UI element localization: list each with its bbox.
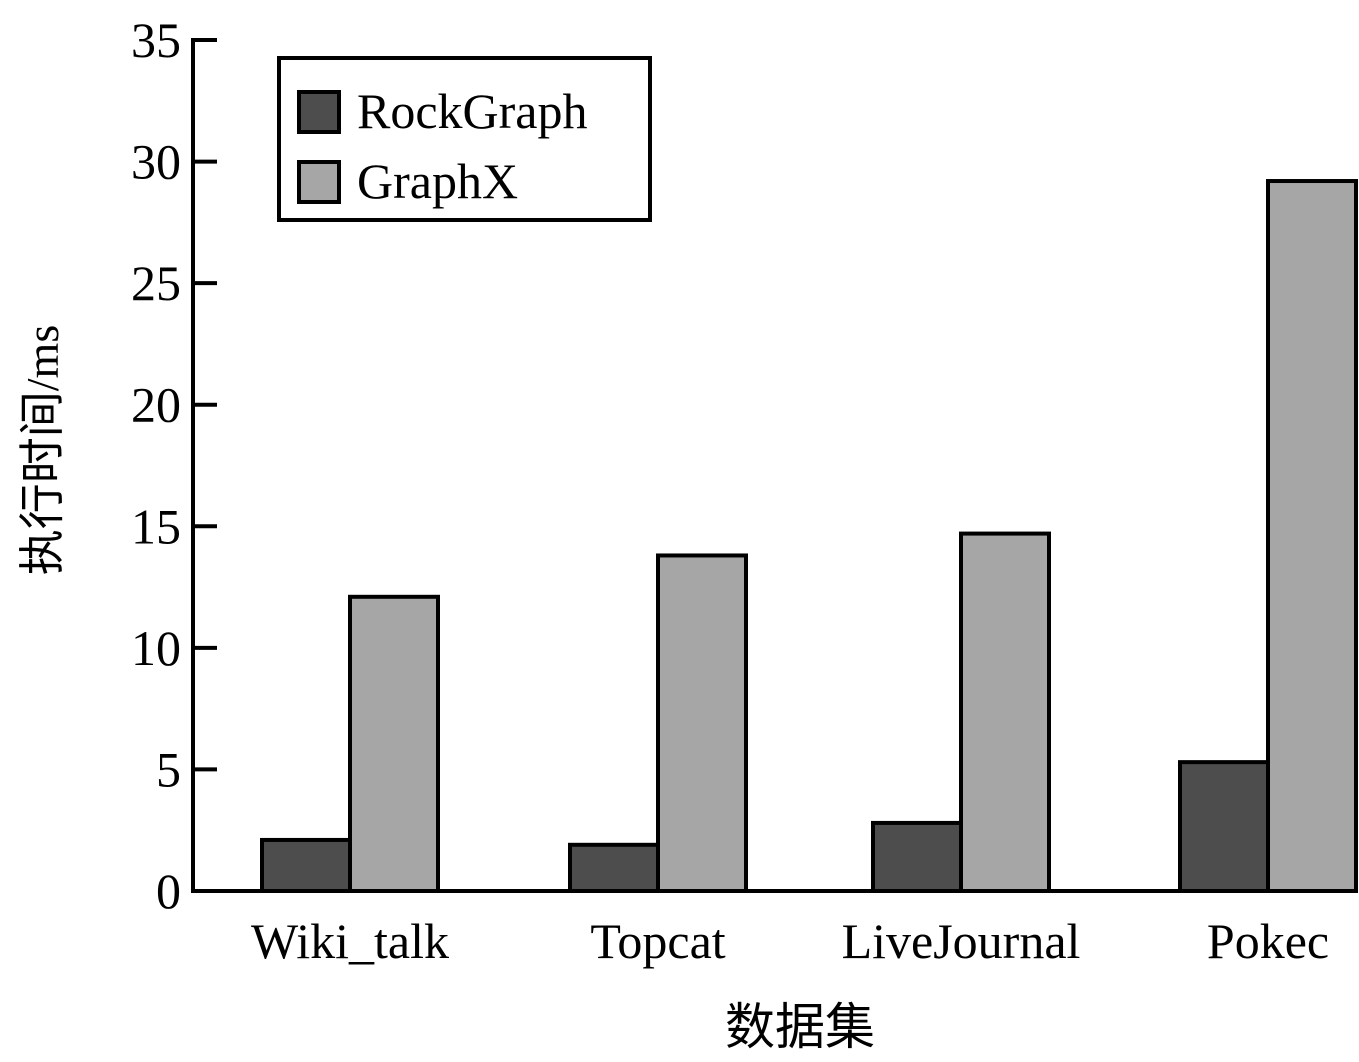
legend-swatch-rockgraph: [297, 90, 341, 134]
bar-rockgraph-wiki_talk: [260, 837, 352, 894]
bar-graphx-pokec: [1266, 179, 1358, 894]
legend-swatch-graphx: [297, 160, 341, 204]
x-tick-label: Pokec: [1207, 913, 1329, 969]
y-tick-label: 20: [131, 377, 181, 433]
bar-rockgraph-topcat: [568, 842, 660, 893]
y-tick-label: 35: [131, 12, 181, 68]
y-axis-label: 执行时间/ms: [17, 325, 68, 575]
bar-graphx-wiki_talk: [348, 594, 440, 893]
bar-rockgraph-livejournal: [871, 820, 963, 893]
axes-group: Wiki_talk Topcat LiveJournal Pokec 0 5 10 15 20 2…: [131, 12, 1356, 969]
y-tick-label: 0: [156, 863, 181, 919]
bar-graphx-topcat: [656, 553, 748, 893]
y-tick-label: 25: [131, 255, 181, 311]
legend-label-graphx: GraphX: [357, 153, 518, 209]
y-tick-label: 10: [131, 620, 181, 676]
legend-label-rockgraph: RockGraph: [357, 83, 588, 139]
x-tick-label: Topcat: [590, 913, 725, 969]
y-tick-label: 5: [156, 741, 181, 797]
x-tick-label: Wiki_talk: [251, 913, 449, 969]
x-axis-label: 数据集: [725, 999, 875, 1055]
bar-graphx-livejournal: [959, 531, 1051, 894]
bar-rockgraph-pokec: [1178, 760, 1270, 893]
x-tick-label: LiveJournal: [842, 913, 1081, 969]
y-tick-label: 30: [131, 134, 181, 190]
legend: RockGraph GraphX: [277, 56, 652, 222]
bars-group: [260, 179, 1358, 894]
y-tick-label: 15: [131, 498, 181, 554]
